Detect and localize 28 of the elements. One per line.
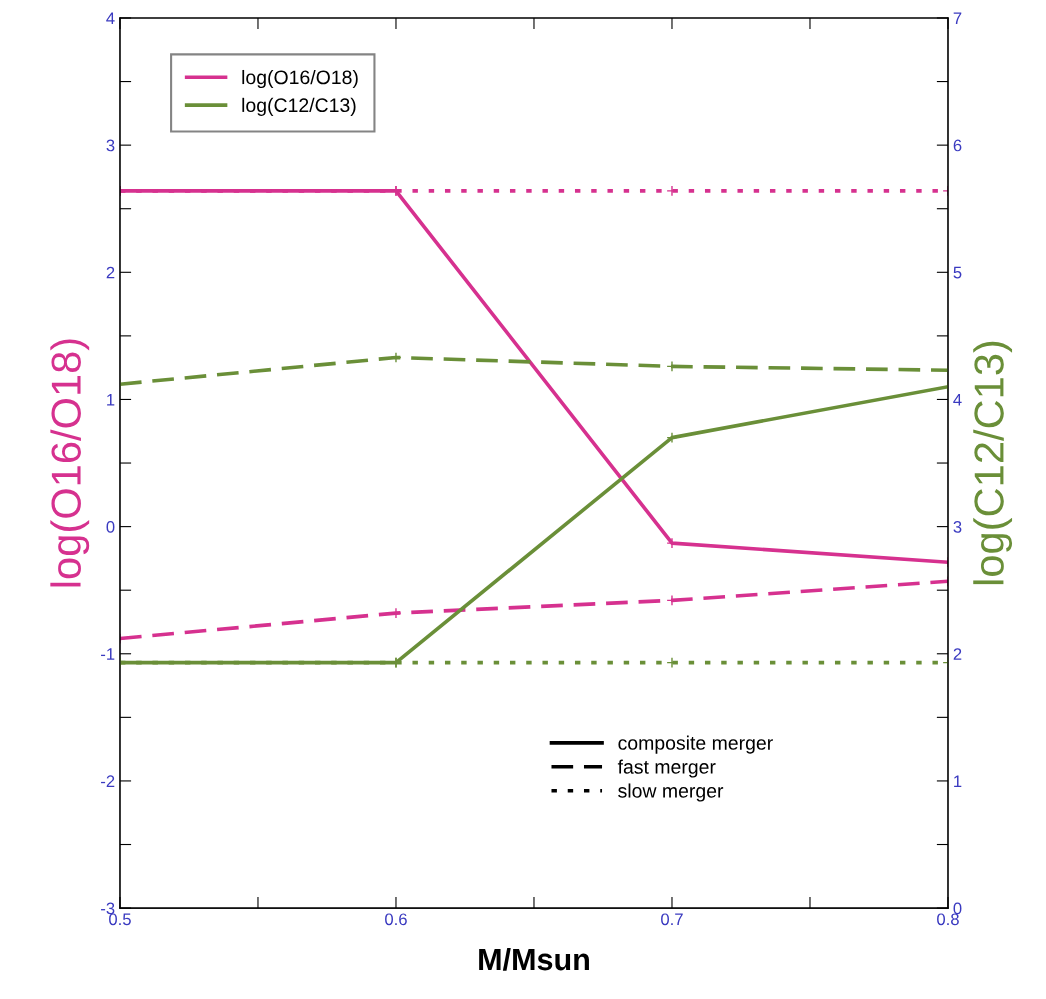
annotation: fast merger xyxy=(617,759,716,778)
x-axis-title: M/Msun xyxy=(479,947,589,971)
x-tick-label: 0.7 xyxy=(661,913,683,926)
y-tick-label: 0 xyxy=(106,521,115,533)
y2-axis-title: log(C12/C13) xyxy=(973,341,1013,585)
y-tick-label: -1 xyxy=(101,648,115,660)
y-tick-label: 2 xyxy=(106,266,115,279)
y2-tick-label: 6 xyxy=(953,139,962,152)
y-tick-label: -2 xyxy=(101,775,115,787)
y2-tick-label: 7 xyxy=(953,12,962,25)
y2-tick-label: 5 xyxy=(953,266,962,279)
x-tick-label: 0.8 xyxy=(937,913,959,926)
legend-label: log(O16/O18) xyxy=(242,69,358,89)
annotation: slow merger xyxy=(618,783,724,802)
legend-label: log(C12/C13) xyxy=(242,97,356,116)
y2-tick-label: 4 xyxy=(953,394,962,406)
y-tick-label: 1 xyxy=(107,394,115,406)
y2-tick-label: 1 xyxy=(954,775,962,787)
y-axis-title: log(O16/O18) xyxy=(50,339,90,587)
x-tick-label: 0.5 xyxy=(109,913,131,926)
y-tick-label: -3 xyxy=(101,902,115,915)
x-tick-label: 0.6 xyxy=(385,913,407,926)
y-tick-label: 3 xyxy=(106,139,115,152)
y2-tick-label: 2 xyxy=(953,648,962,660)
y-tick-label: 4 xyxy=(106,12,115,25)
annotation: composite merger xyxy=(618,735,773,754)
y2-tick-label: 3 xyxy=(953,521,962,533)
y2-tick-label: 0 xyxy=(953,902,962,915)
